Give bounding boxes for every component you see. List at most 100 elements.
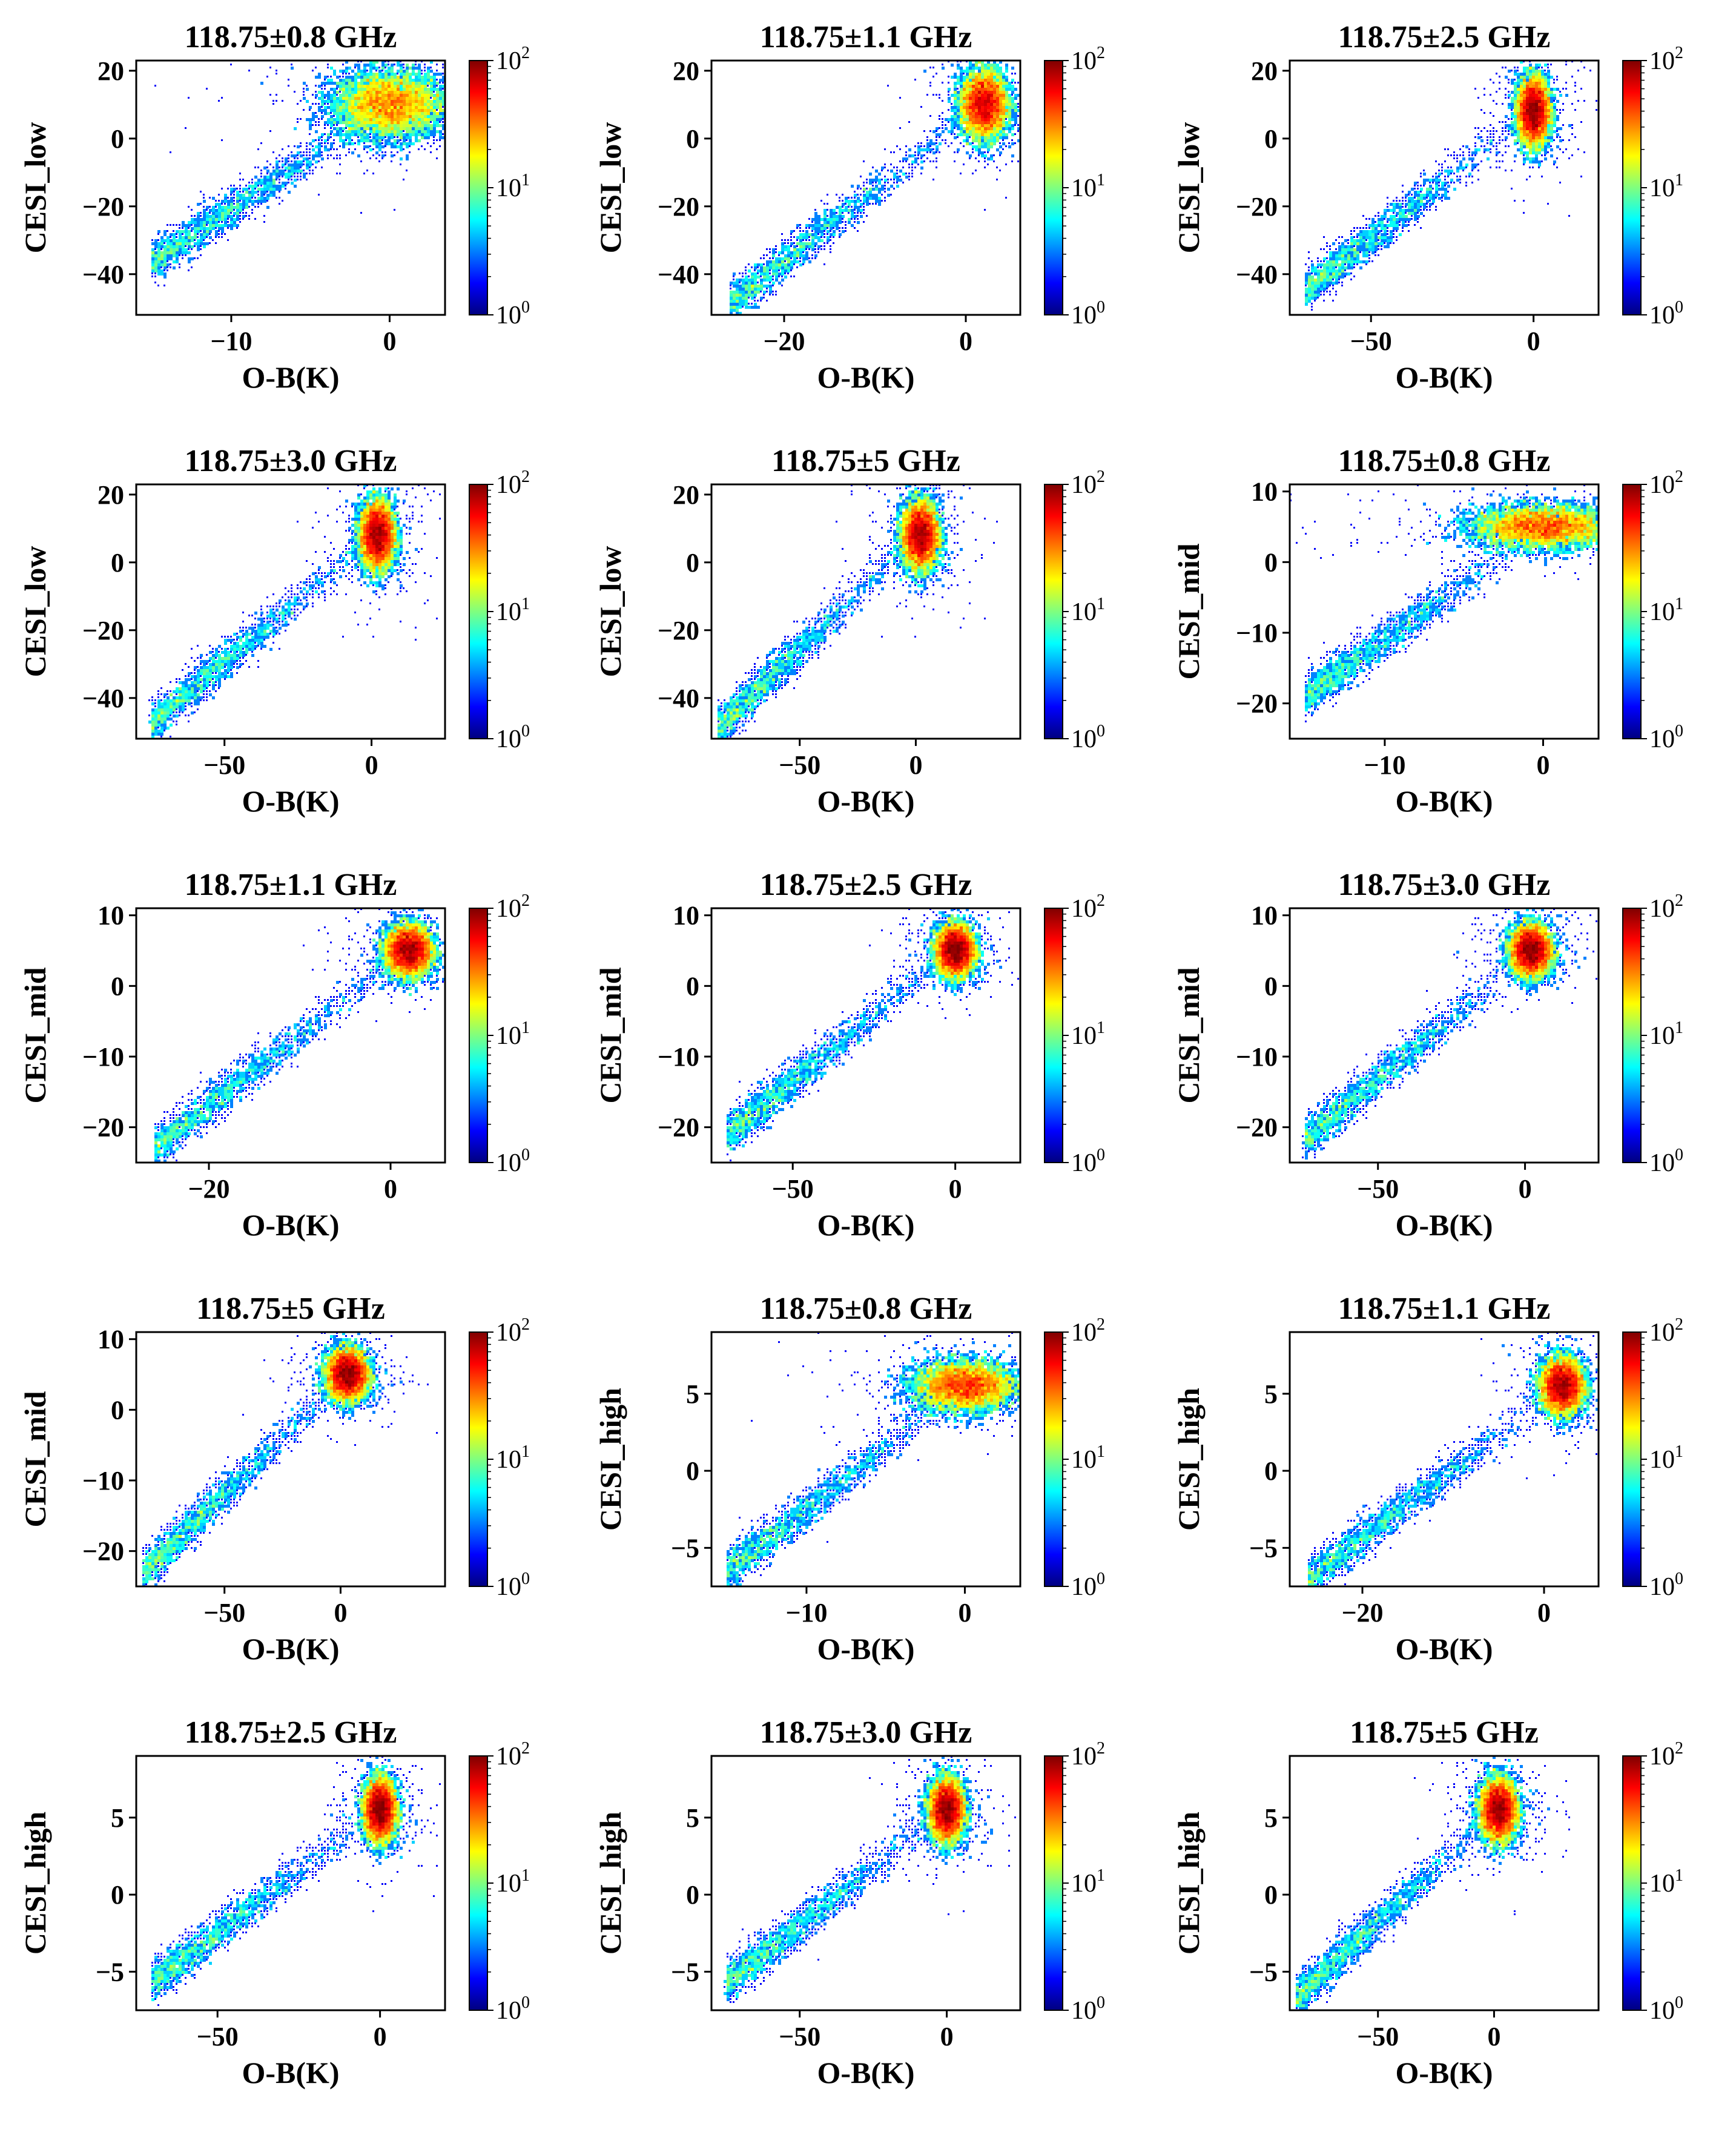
colorbar-tick-label: 101: [1649, 595, 1683, 626]
y-tick-label: −10: [1236, 1042, 1278, 1072]
y-tick-label: 0: [111, 1880, 124, 1910]
y-axis-label: CESI_high: [18, 1812, 52, 1955]
subplot-title: 118.75±3.0 GHz: [760, 1715, 972, 1750]
x-axis-label: O-B(K): [817, 2056, 914, 2090]
subplot-title: 118.75±2.5 GHz: [1338, 20, 1551, 54]
y-tick-label: −20: [658, 1113, 699, 1143]
x-tick-label: 0: [958, 1598, 971, 1628]
y-tick-label: 10: [1251, 477, 1278, 507]
colorbar-tick-label: 100: [1071, 1146, 1105, 1177]
x-axis-label: O-B(K): [817, 360, 914, 394]
y-tick-label: −5: [1249, 1957, 1278, 1987]
x-tick-label: 0: [949, 1174, 962, 1204]
y-tick-label: −10: [658, 1042, 699, 1072]
subplot-title: 118.75±0.8 GHz: [760, 1292, 972, 1326]
x-tick-label: 0: [365, 750, 378, 780]
y-tick-label: 0: [111, 1395, 124, 1425]
colorbar: [469, 1756, 487, 2010]
x-tick-label: 0: [1487, 2022, 1500, 2051]
colorbar-tick-label: 102: [1649, 891, 1683, 923]
colorbar-tick-label: 102: [1649, 44, 1683, 75]
x-tick-label: −20: [188, 1174, 229, 1204]
y-tick-label: 20: [673, 56, 699, 86]
y-tick-label: 0: [111, 124, 124, 154]
colorbar-tick-label: 101: [496, 595, 530, 626]
y-tick-label: 5: [1264, 1379, 1278, 1409]
colorbar-tick-label: 102: [496, 891, 530, 923]
y-tick-label: 0: [1264, 547, 1278, 577]
y-axis-label: CESI_low: [593, 122, 627, 254]
colorbar-tick-label: 102: [1071, 467, 1105, 499]
y-tick-label: 0: [111, 548, 124, 578]
x-tick-label: 0: [384, 1174, 397, 1204]
y-tick-label: −20: [82, 616, 124, 645]
y-tick-label: −40: [658, 260, 699, 289]
x-axis-label: O-B(K): [242, 360, 339, 394]
colorbar: [469, 1332, 487, 1586]
colorbar-tick-label: 102: [1071, 1315, 1105, 1347]
x-tick-label: 0: [959, 326, 972, 356]
y-tick-label: −40: [658, 684, 699, 713]
x-tick-label: 0: [1519, 1174, 1532, 1204]
y-tick-label: 10: [1251, 901, 1278, 931]
x-tick-label: −10: [1364, 750, 1405, 780]
y-tick-label: −10: [82, 1466, 124, 1496]
colorbar-tick-label: 100: [1071, 1569, 1105, 1601]
colorbar-tick-label: 101: [1071, 1442, 1105, 1474]
colorbar-tick-label: 100: [1649, 1993, 1683, 2025]
x-tick-label: −10: [785, 1598, 827, 1628]
x-tick-label: −50: [1350, 326, 1392, 356]
y-tick-label: 20: [97, 56, 124, 86]
y-axis-label: CESI_low: [18, 122, 52, 254]
y-tick-label: −20: [658, 192, 699, 222]
x-axis-label: O-B(K): [817, 1632, 914, 1666]
y-tick-label: 20: [673, 480, 699, 510]
y-axis-label: CESI_mid: [1172, 967, 1206, 1103]
colorbar: [1045, 1756, 1063, 2010]
y-tick-label: −5: [671, 1533, 699, 1563]
y-tick-label: 20: [97, 480, 124, 510]
y-tick-label: 5: [111, 1803, 124, 1833]
y-tick-label: −40: [1236, 260, 1278, 289]
y-tick-label: −20: [1236, 1113, 1278, 1143]
y-tick-label: 5: [686, 1803, 699, 1833]
colorbar-tick-label: 100: [496, 298, 530, 329]
y-tick-label: 10: [97, 1325, 124, 1354]
colorbar-tick-label: 101: [496, 171, 530, 202]
colorbar-tick-label: 101: [496, 1866, 530, 1898]
colorbar-tick-label: 101: [1649, 1018, 1683, 1050]
x-tick-label: 0: [383, 326, 396, 356]
colorbar-tick-label: 100: [1649, 298, 1683, 329]
colorbar: [1623, 61, 1641, 315]
subplot-title: 118.75±5 GHz: [1350, 1715, 1539, 1750]
colorbar-tick-label: 101: [1649, 1442, 1683, 1474]
x-axis-label: O-B(K): [817, 784, 914, 818]
x-tick-label: 0: [1536, 750, 1550, 780]
colorbar: [469, 61, 487, 315]
colorbar-tick-label: 100: [1649, 722, 1683, 753]
colorbar: [1623, 1756, 1641, 2010]
x-tick-label: 0: [940, 2022, 954, 2051]
colorbar-tick-label: 100: [1071, 1993, 1105, 2025]
x-tick-label: −50: [1357, 2022, 1399, 2051]
x-tick-label: 0: [1527, 326, 1540, 356]
x-tick-label: −50: [203, 1598, 245, 1628]
colorbar-tick-label: 100: [496, 1569, 530, 1601]
colorbar-tick-label: 101: [1649, 1866, 1683, 1898]
y-tick-label: 0: [686, 124, 699, 154]
colorbar-tick-label: 101: [1071, 1018, 1105, 1050]
y-axis-label: CESI_high: [1172, 1812, 1206, 1955]
subplot-title: 118.75±0.8 GHz: [185, 20, 397, 54]
colorbar: [1045, 61, 1063, 315]
subplot-title: 118.75±5 GHz: [196, 1292, 385, 1326]
